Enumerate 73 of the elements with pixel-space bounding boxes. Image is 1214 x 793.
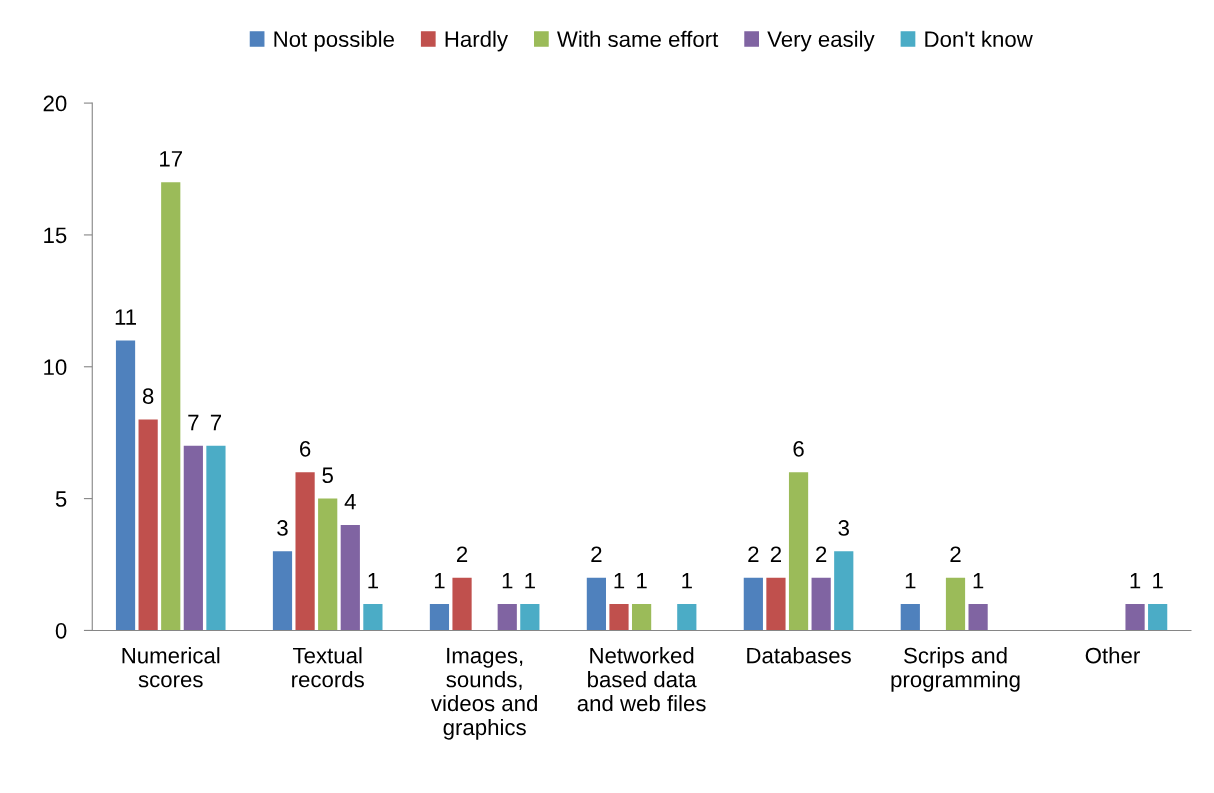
data-label: 1 bbox=[637, 573, 647, 589]
legend-label: Don't know bbox=[925, 30, 1033, 48]
y-tick-label: 5 bbox=[55, 491, 67, 507]
bar bbox=[520, 604, 540, 631]
x-tick-label: Scrips and programming bbox=[891, 647, 1020, 692]
bar bbox=[811, 577, 831, 631]
data-label: 6 bbox=[300, 440, 311, 457]
bar bbox=[834, 551, 854, 631]
data-label: 1 bbox=[525, 573, 535, 589]
bar bbox=[183, 445, 203, 631]
bar bbox=[586, 577, 606, 631]
data-label: 2 bbox=[591, 546, 602, 562]
bar bbox=[968, 604, 988, 631]
legend-label: Hardly bbox=[445, 30, 508, 52]
data-label: 1 bbox=[502, 573, 513, 589]
data-label: 5 bbox=[322, 467, 333, 484]
y-tick-label: 0 bbox=[55, 622, 67, 639]
bar bbox=[318, 498, 338, 631]
bar bbox=[497, 604, 517, 631]
legend-label: With same effort bbox=[557, 30, 719, 48]
data-label: 2 bbox=[816, 546, 827, 562]
x-tick-label: Images, sounds, videos and graphics bbox=[430, 647, 537, 740]
bar bbox=[272, 551, 293, 631]
bar bbox=[452, 577, 472, 631]
y-tick-label: 10 bbox=[44, 359, 67, 376]
data-label: 7 bbox=[210, 414, 222, 431]
x-tick-label: Other bbox=[1085, 647, 1140, 664]
x-tick-label: Textual records bbox=[292, 647, 364, 688]
bar bbox=[295, 472, 315, 631]
bar bbox=[138, 419, 158, 631]
data-label: 6 bbox=[793, 440, 804, 457]
data-label: 2 bbox=[770, 546, 782, 562]
bar bbox=[900, 604, 920, 631]
bar bbox=[161, 182, 181, 631]
bar bbox=[363, 604, 383, 631]
data-label: 1 bbox=[434, 573, 445, 589]
data-label: 4 bbox=[344, 493, 356, 510]
data-label: 1 bbox=[1153, 573, 1163, 589]
legend-label: Very easily bbox=[767, 30, 875, 52]
bar bbox=[945, 577, 966, 631]
legend-label: Not possible bbox=[274, 30, 394, 52]
data-label: 1 bbox=[905, 573, 916, 589]
bar bbox=[743, 577, 763, 631]
bar bbox=[677, 604, 697, 631]
data-label: 3 bbox=[838, 520, 849, 536]
x-tick-label: Databases bbox=[747, 647, 851, 664]
data-label: 1 bbox=[973, 573, 984, 589]
data-label: 3 bbox=[277, 520, 288, 536]
data-label: 2 bbox=[950, 546, 961, 562]
data-label: 1 bbox=[1130, 573, 1141, 589]
bar bbox=[1148, 604, 1168, 631]
bar bbox=[340, 524, 360, 631]
data-label: 2 bbox=[456, 546, 468, 562]
bar bbox=[609, 604, 629, 631]
x-tick-label: Numerical scores bbox=[122, 647, 220, 688]
bar bbox=[429, 604, 450, 631]
bar bbox=[766, 577, 786, 631]
data-label: 1 bbox=[682, 573, 692, 589]
bar bbox=[631, 604, 652, 631]
bar bbox=[115, 340, 136, 631]
data-label: 1 bbox=[368, 573, 378, 589]
bar bbox=[206, 445, 226, 631]
y-tick-label: 15 bbox=[44, 227, 67, 244]
data-label: 8 bbox=[142, 388, 154, 404]
data-label: 17 bbox=[160, 151, 182, 167]
x-tick-label: Networked based data and web files bbox=[577, 647, 706, 712]
data-label: 7 bbox=[188, 414, 199, 431]
bar bbox=[1125, 604, 1145, 631]
y-tick-label: 20 bbox=[43, 95, 67, 112]
data-label: 11 bbox=[115, 309, 136, 325]
bar bbox=[788, 472, 809, 631]
data-label: 1 bbox=[614, 573, 625, 589]
data-label: 2 bbox=[748, 546, 759, 562]
